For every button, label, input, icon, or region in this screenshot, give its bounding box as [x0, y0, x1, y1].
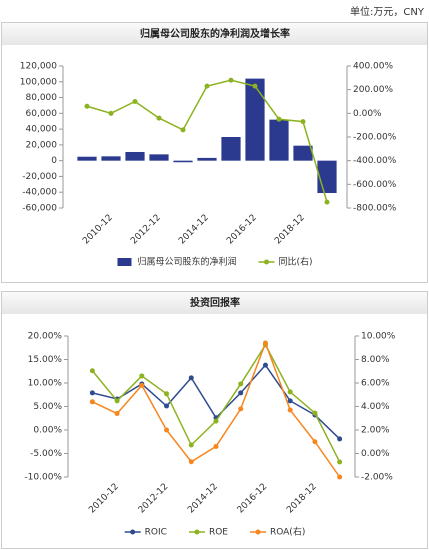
legend-label: ROA(右): [270, 526, 305, 538]
y2-tick-label: 200.00%: [353, 85, 393, 95]
point: [139, 373, 145, 379]
legend-label: 归属母公司股东的净利润: [137, 256, 236, 268]
chart-title: 投资回报率: [190, 296, 240, 309]
legend-swatch: [194, 529, 200, 535]
point: [114, 411, 120, 417]
panel-header: [2, 292, 427, 314]
y2-tick-label: -800.00%: [353, 204, 397, 214]
y-tick-label: 0: [51, 156, 57, 166]
y-tick-label: -40,000: [22, 188, 57, 198]
y-tick-label: 40,000: [26, 125, 58, 135]
y2-tick-label: 6.00%: [361, 379, 390, 389]
panel: [1, 22, 428, 283]
y-tick-label: -60,000: [22, 204, 57, 214]
bar: [269, 119, 289, 161]
y-tick-label: -10.00%: [24, 473, 62, 483]
point: [252, 83, 258, 89]
bar: [317, 160, 337, 194]
legend-label: 同比(右): [278, 256, 312, 268]
y2-tick-label: 10.00%: [361, 332, 396, 342]
point: [238, 381, 244, 387]
y2-tick-label: 8.00%: [361, 355, 390, 365]
point: [89, 390, 95, 396]
legend-swatch: [255, 529, 261, 535]
point: [114, 398, 120, 404]
point: [324, 199, 330, 205]
y-tick-label: 120,000: [20, 62, 57, 72]
legend-swatch: [130, 529, 136, 535]
legend-label: ROE: [209, 528, 228, 538]
y2-tick-label: -400.00%: [353, 156, 397, 166]
point: [262, 340, 268, 346]
y2-tick-label: -200.00%: [353, 133, 397, 143]
y2-tick-label: 0.00%: [353, 109, 382, 119]
y-tick-label: 20,000: [26, 140, 58, 150]
y-tick-label: 10.00%: [28, 379, 63, 389]
panel-header: [2, 23, 427, 45]
bar: [125, 151, 145, 161]
point: [262, 362, 268, 368]
bar: [173, 160, 193, 163]
bar: [197, 157, 217, 161]
point: [164, 403, 170, 409]
bar: [221, 137, 241, 161]
point: [238, 390, 244, 396]
y2-tick-label: 4.00%: [361, 402, 390, 412]
y2-tick-label: 400.00%: [353, 62, 393, 72]
point: [213, 418, 219, 424]
chart-title: 归属母公司股东的净利润及增长率: [140, 27, 290, 40]
point: [188, 442, 194, 448]
unit-note: 单位:万元，CNY: [350, 5, 425, 18]
y2-tick-label: 0.00%: [361, 449, 390, 459]
point: [300, 119, 306, 125]
point: [213, 443, 219, 449]
legend-swatch: [117, 258, 132, 266]
point: [228, 77, 234, 83]
point: [164, 427, 170, 433]
point: [84, 103, 90, 109]
legend-swatch: [263, 259, 269, 265]
point: [287, 389, 293, 395]
point: [89, 399, 95, 405]
point: [180, 127, 186, 133]
bar: [77, 156, 97, 161]
point: [312, 410, 318, 416]
legend-label: ROIC: [145, 528, 167, 538]
y2-tick-label: -600.00%: [353, 180, 397, 190]
point: [337, 474, 343, 480]
y-tick-label: -5.00%: [30, 449, 62, 459]
point: [287, 407, 293, 413]
point: [132, 99, 138, 104]
point: [287, 398, 293, 404]
point: [337, 459, 343, 465]
point: [337, 436, 343, 442]
y-tick-label: 0.00%: [33, 426, 62, 436]
bar: [293, 145, 313, 161]
point: [108, 110, 114, 116]
point: [312, 439, 318, 445]
y-tick-label: -20,000: [22, 172, 57, 182]
point: [164, 391, 170, 397]
y-tick-label: 100,000: [20, 77, 57, 87]
bar: [101, 156, 121, 161]
y-tick-label: 20.00%: [28, 332, 63, 342]
y2-tick-label: -2.00%: [361, 473, 393, 483]
point: [89, 368, 95, 374]
y-tick-label: 60,000: [26, 109, 58, 119]
point: [139, 382, 145, 388]
point: [188, 375, 194, 381]
point: [156, 115, 162, 121]
bar: [245, 78, 265, 161]
y-tick-label: 5.00%: [33, 402, 62, 412]
point: [188, 459, 194, 465]
bar: [149, 154, 169, 161]
y-tick-label: 15.00%: [28, 355, 63, 365]
y2-tick-label: 2.00%: [361, 426, 390, 436]
y-tick-label: 80,000: [26, 93, 58, 103]
point: [238, 406, 244, 412]
point: [204, 83, 210, 89]
point: [276, 116, 282, 122]
